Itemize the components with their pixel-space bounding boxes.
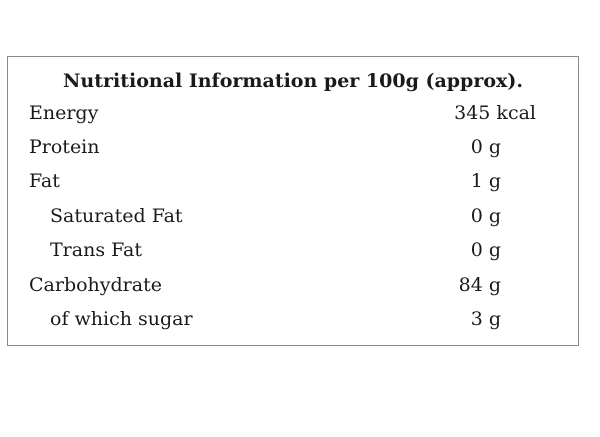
nutrient-value: 0 g: [470, 136, 501, 158]
nutrient-value: 3 g: [470, 308, 501, 330]
nutrient-name: Fat: [29, 170, 60, 192]
row-carbohydrate: Carbohydrate 84 g: [8, 274, 578, 304]
row-trans-fat: Trans Fat 0 g: [8, 239, 578, 269]
row-saturated-fat: Saturated Fat 0 g: [8, 205, 578, 235]
nutrient-name: of which sugar: [50, 308, 193, 330]
nutrient-name: Energy: [29, 102, 99, 124]
nutrient-name: Protein: [29, 136, 100, 158]
row-sugar: of which sugar 3 g: [8, 308, 578, 338]
row-energy: Energy 345 kcal: [8, 102, 578, 132]
table-title: Nutritional Information per 100g (approx…: [63, 70, 523, 92]
nutrient-value: 0 g: [470, 239, 501, 261]
nutrition-table: Nutritional Information per 100g (approx…: [7, 56, 579, 346]
nutrient-name: Saturated Fat: [50, 205, 183, 227]
nutrient-value: 345 kcal: [454, 102, 536, 124]
nutrient-name: Carbohydrate: [29, 274, 162, 296]
nutrient-name: Trans Fat: [50, 239, 142, 261]
row-fat: Fat 1 g: [8, 170, 578, 200]
nutrient-value: 84 g: [458, 274, 501, 296]
nutrient-value: 0 g: [470, 205, 501, 227]
nutrient-value: 1 g: [470, 170, 501, 192]
row-protein: Protein 0 g: [8, 136, 578, 166]
